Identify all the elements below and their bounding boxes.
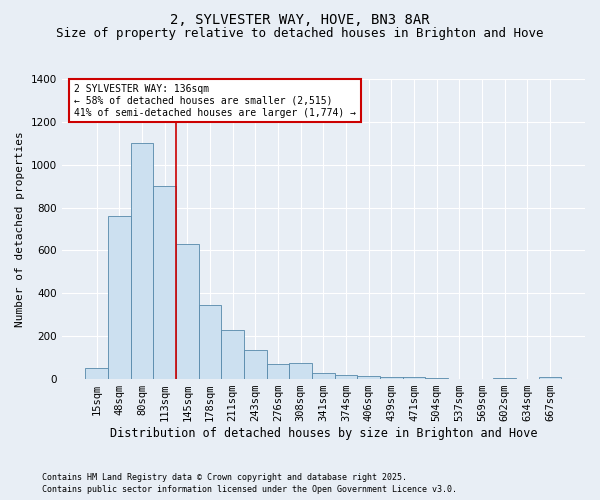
- Bar: [493, 378, 516, 379]
- Bar: [266, 364, 289, 379]
- Bar: [199, 305, 221, 379]
- Bar: [221, 330, 244, 379]
- Bar: [539, 377, 561, 379]
- X-axis label: Distribution of detached houses by size in Brighton and Hove: Distribution of detached houses by size …: [110, 427, 537, 440]
- Bar: [425, 378, 448, 379]
- Text: 2, SYLVESTER WAY, HOVE, BN3 8AR: 2, SYLVESTER WAY, HOVE, BN3 8AR: [170, 12, 430, 26]
- Text: 2 SYLVESTER WAY: 136sqm
← 58% of detached houses are smaller (2,515)
41% of semi: 2 SYLVESTER WAY: 136sqm ← 58% of detache…: [74, 84, 356, 117]
- Bar: [335, 375, 358, 379]
- Bar: [154, 186, 176, 379]
- Bar: [85, 368, 108, 379]
- Bar: [358, 376, 380, 379]
- Y-axis label: Number of detached properties: Number of detached properties: [15, 131, 25, 327]
- Bar: [289, 363, 312, 379]
- Bar: [380, 377, 403, 379]
- Text: Contains public sector information licensed under the Open Government Licence v3: Contains public sector information licen…: [42, 485, 457, 494]
- Bar: [108, 216, 131, 379]
- Bar: [312, 372, 335, 379]
- Text: Size of property relative to detached houses in Brighton and Hove: Size of property relative to detached ho…: [56, 28, 544, 40]
- Bar: [131, 144, 154, 379]
- Bar: [244, 350, 266, 379]
- Bar: [176, 244, 199, 379]
- Text: Contains HM Land Registry data © Crown copyright and database right 2025.: Contains HM Land Registry data © Crown c…: [42, 472, 407, 482]
- Bar: [403, 377, 425, 379]
